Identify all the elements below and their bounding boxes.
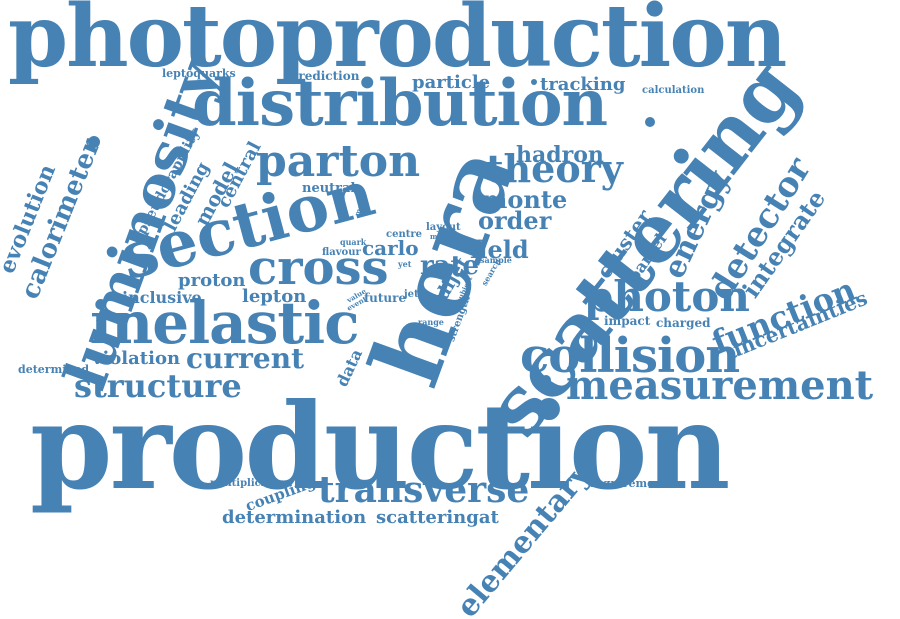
word-prediction: prediction bbox=[290, 69, 360, 83]
word-determination: determination bbox=[222, 507, 367, 528]
word-yet: yet bbox=[398, 259, 412, 269]
word-neutral: neutral bbox=[302, 181, 356, 196]
word-collision: collision bbox=[520, 328, 740, 384]
word-scatteringat: scatteringat bbox=[376, 507, 499, 528]
word-field: field bbox=[470, 235, 529, 264]
word-cross: cross bbox=[248, 240, 389, 296]
word-layout: layout bbox=[426, 222, 461, 233]
word-quark: quark bbox=[340, 237, 367, 247]
word-parton: parton bbox=[256, 136, 421, 187]
word-inelastic: inelastic bbox=[90, 289, 360, 357]
word-muon: muon bbox=[430, 232, 453, 241]
word-production: production bbox=[30, 377, 730, 516]
word-measurement: measurement bbox=[566, 362, 874, 409]
word-desy: desy bbox=[420, 293, 443, 303]
word-determined: determined bbox=[18, 363, 90, 376]
word-requirement: requirement bbox=[590, 477, 668, 490]
word-monte: monte bbox=[482, 185, 568, 214]
word-range: range bbox=[418, 317, 444, 327]
word-future: future bbox=[364, 291, 407, 305]
word-violation: violation bbox=[92, 348, 181, 369]
word-current: current bbox=[186, 342, 305, 375]
word-charged: charged bbox=[656, 316, 711, 330]
word-rate: rate bbox=[420, 251, 480, 281]
word-lepton: lepton bbox=[242, 286, 307, 307]
word-calculation: calculation bbox=[642, 85, 705, 96]
word-photoproduction: photoproduction bbox=[8, 0, 787, 87]
dot-top bbox=[531, 79, 537, 85]
word-flavour: flavour bbox=[322, 247, 361, 258]
dot-measure bbox=[541, 375, 551, 385]
word-structure: structure bbox=[74, 367, 242, 405]
word-photon: photon bbox=[584, 272, 750, 321]
dot-calor bbox=[88, 136, 100, 148]
word-impact: impact bbox=[604, 314, 651, 328]
word-order: order bbox=[478, 206, 552, 235]
word-distribution: distribution bbox=[192, 66, 608, 141]
word-tracking: tracking bbox=[540, 74, 626, 95]
word-inclusive: inclusive bbox=[122, 288, 202, 307]
word-multiplicity: multiplicity bbox=[210, 478, 275, 489]
word-jet: jet bbox=[404, 289, 419, 300]
word-sample: sample bbox=[480, 255, 512, 265]
word-transverse: transverse bbox=[318, 469, 530, 511]
word-theory: theory bbox=[486, 146, 623, 191]
word-leptoquarks: leptoquarks bbox=[162, 67, 236, 80]
dot-mid bbox=[645, 117, 655, 127]
word-carlo: carlo bbox=[362, 236, 419, 260]
word-centre: centre bbox=[386, 229, 422, 240]
word-hadron: hadron bbox=[516, 142, 604, 168]
word-proton: proton bbox=[178, 270, 246, 291]
word-particle: particle bbox=[412, 72, 491, 93]
